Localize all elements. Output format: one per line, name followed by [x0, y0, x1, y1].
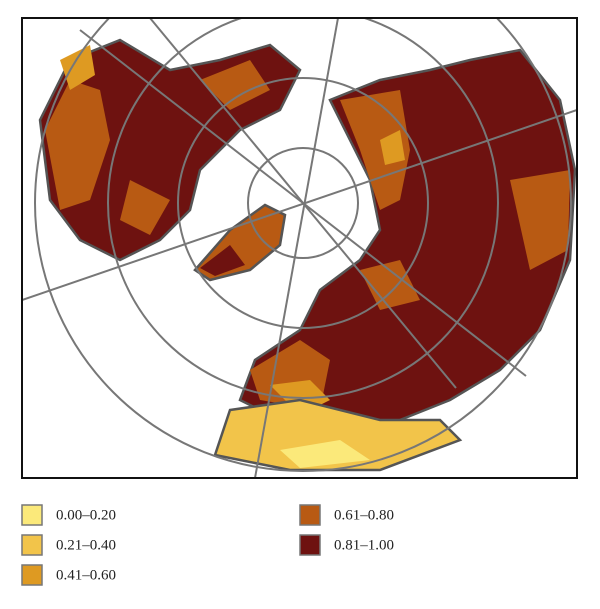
legend-swatch [21, 504, 43, 526]
north-america-patch [45, 60, 270, 235]
map-frame [21, 17, 578, 479]
legend-label: 0.41–0.60 [56, 567, 116, 583]
legend-label: 0.21–0.40 [56, 537, 116, 553]
legend-label: 0.81–1.00 [334, 537, 394, 553]
legend: 0.00–0.20 0.21–0.40 0.41–0.60 0.61–0.80 0.81… [21, 504, 394, 586]
legend-swatch [21, 534, 43, 556]
legend-swatch [21, 564, 43, 586]
eurasia-patch [250, 90, 570, 410]
graticule [22, 18, 577, 478]
legend-swatch [299, 534, 321, 556]
eurasia-patch [270, 130, 405, 415]
legend-label: 0.61–0.80 [334, 507, 394, 523]
legend-label: 0.00–0.20 [56, 507, 116, 523]
north-america-patch [60, 45, 95, 90]
legend-swatch [299, 504, 321, 526]
greenland-patch [200, 245, 245, 276]
map [22, 18, 577, 478]
north-africa-patch [280, 440, 370, 468]
